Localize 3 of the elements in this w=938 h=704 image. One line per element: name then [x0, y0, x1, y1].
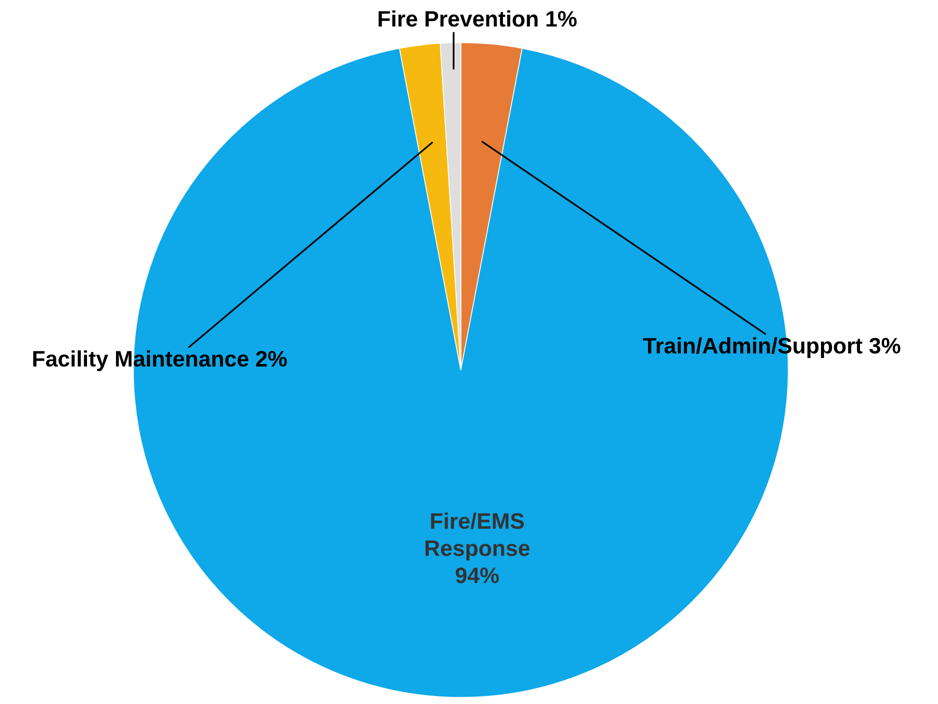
data-label: 94% [456, 567, 499, 584]
slice-label: Fire Prevention 1% [378, 10, 577, 27]
slice-label: Fire/EMS Response [426, 512, 530, 560]
